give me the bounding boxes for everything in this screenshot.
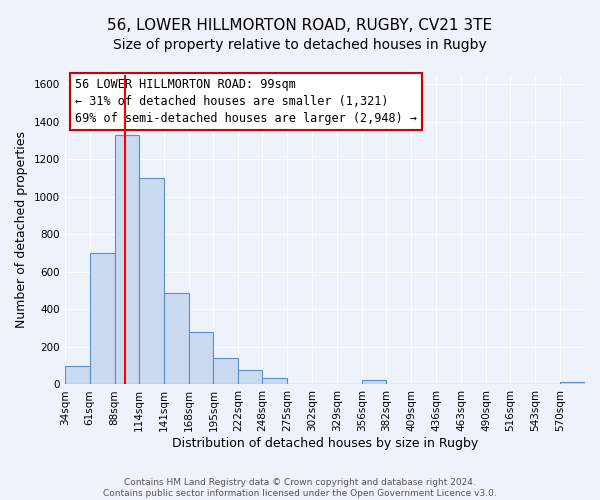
Bar bbox=[262, 378, 287, 384]
Bar bbox=[164, 292, 188, 384]
Y-axis label: Number of detached properties: Number of detached properties bbox=[15, 131, 28, 328]
Bar bbox=[139, 178, 164, 384]
Bar bbox=[560, 382, 585, 384]
Bar bbox=[188, 332, 214, 384]
Bar bbox=[238, 370, 262, 384]
Bar bbox=[115, 135, 139, 384]
Text: 56, LOWER HILLMORTON ROAD, RUGBY, CV21 3TE: 56, LOWER HILLMORTON ROAD, RUGBY, CV21 3… bbox=[107, 18, 493, 32]
Bar bbox=[65, 366, 89, 384]
Text: Size of property relative to detached houses in Rugby: Size of property relative to detached ho… bbox=[113, 38, 487, 52]
Bar bbox=[362, 380, 386, 384]
Text: 56 LOWER HILLMORTON ROAD: 99sqm
← 31% of detached houses are smaller (1,321)
69%: 56 LOWER HILLMORTON ROAD: 99sqm ← 31% of… bbox=[75, 78, 417, 125]
Bar bbox=[214, 358, 238, 384]
Text: Contains HM Land Registry data © Crown copyright and database right 2024.
Contai: Contains HM Land Registry data © Crown c… bbox=[103, 478, 497, 498]
Bar bbox=[89, 253, 115, 384]
X-axis label: Distribution of detached houses by size in Rugby: Distribution of detached houses by size … bbox=[172, 437, 478, 450]
